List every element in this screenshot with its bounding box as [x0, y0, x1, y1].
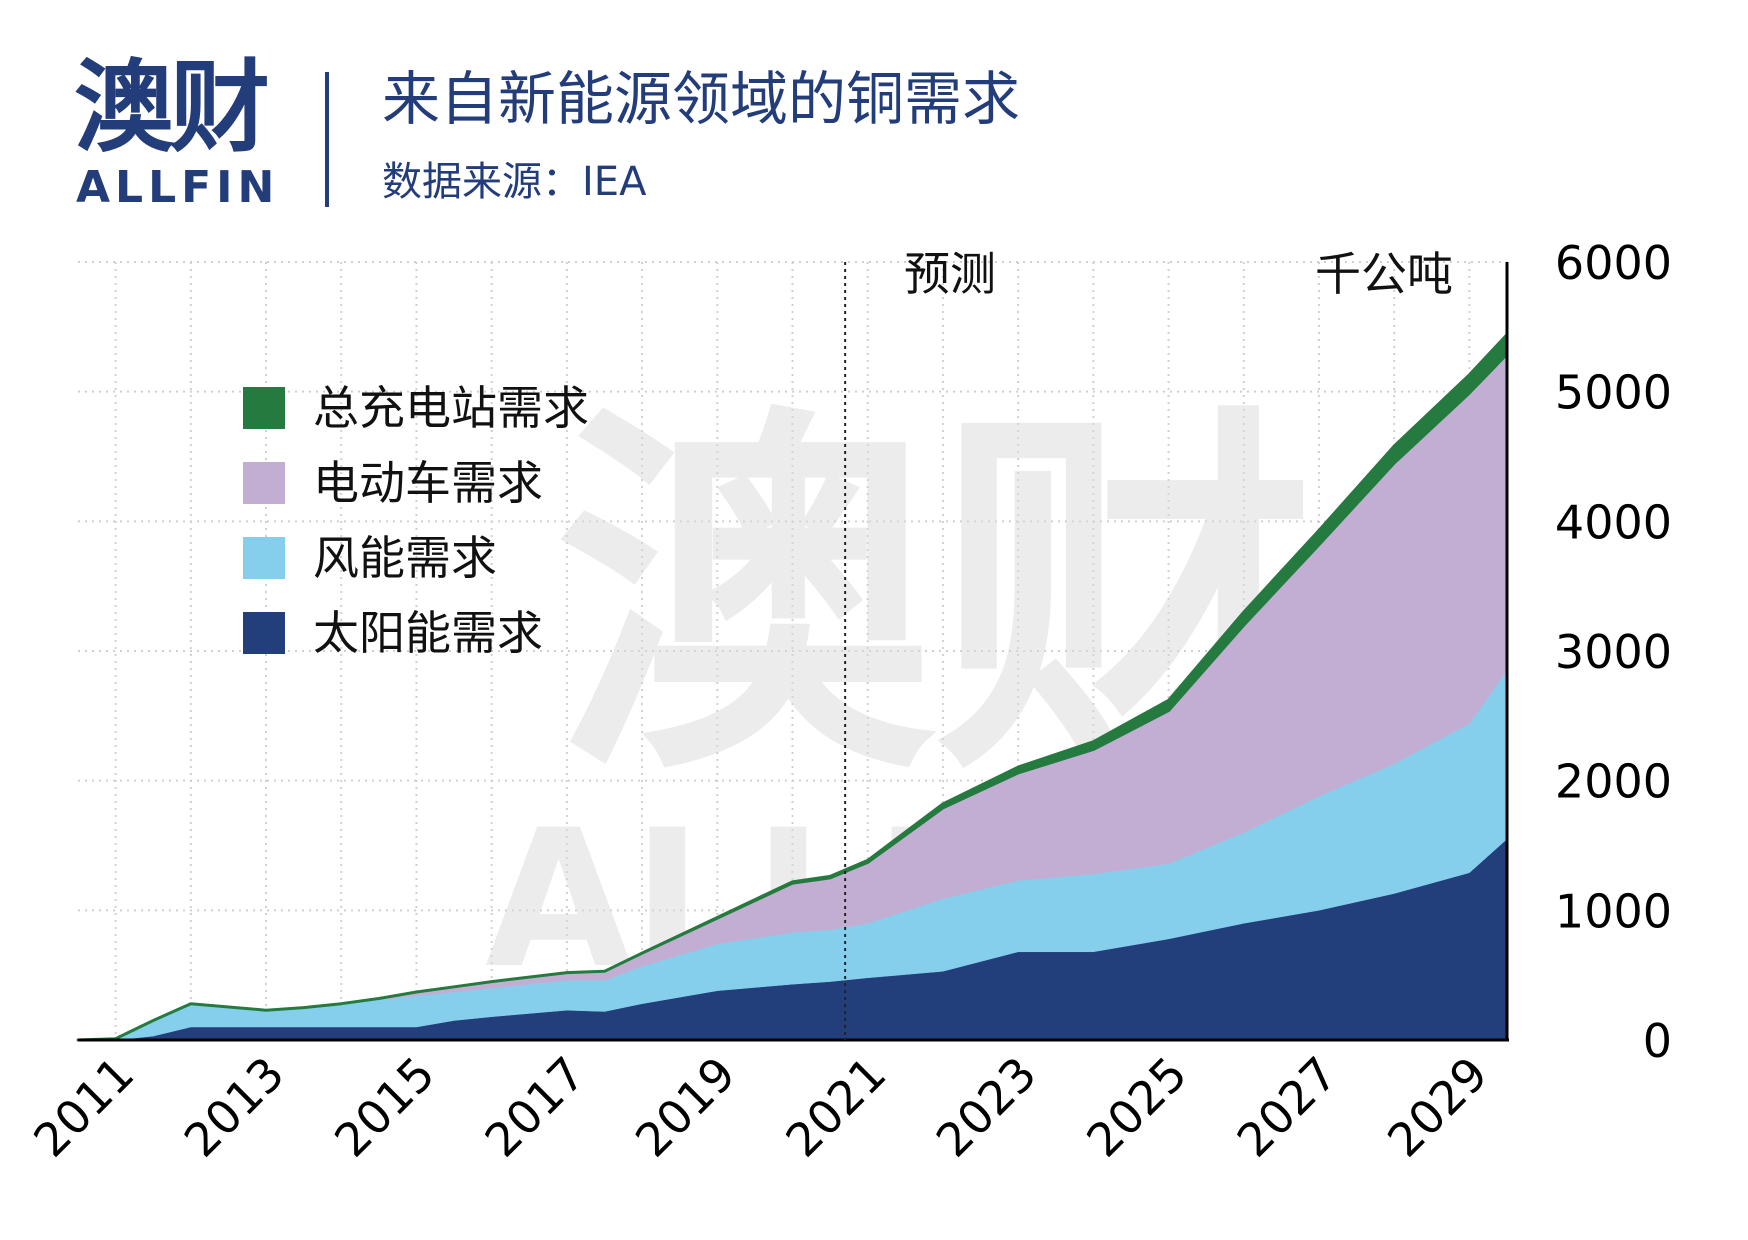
logo-en: ALLFIN: [76, 162, 280, 213]
y-tick-label: 1000: [1555, 884, 1672, 938]
x-tick-labels: 2011 2013 2015 2017 2019 2021 2023 2025 2027 2029: [23, 1046, 1498, 1167]
chart-title: 来自新能源领域的铜需求: [382, 65, 1021, 133]
y-tick-label: 0: [1643, 1014, 1672, 1068]
x-tick-label: 2013: [174, 1046, 295, 1167]
legend-label: 风能需求: [313, 531, 497, 585]
x-tick-label: 2017: [475, 1046, 596, 1167]
y-tick-label: 4000: [1555, 495, 1672, 549]
x-tick-label: 2023: [926, 1046, 1047, 1167]
legend-label: 电动车需求: [313, 456, 543, 510]
data-source: 数据来源：IEA: [382, 159, 647, 205]
x-tick-label: 2011: [23, 1046, 144, 1167]
y-tick-label: 5000: [1555, 366, 1672, 420]
x-tick-label: 2027: [1227, 1046, 1348, 1167]
header: 澳财 ALLFIN 来自新能源领域的铜需求 数据来源：IEA: [0, 0, 1748, 230]
y-tick-label: 6000: [1555, 236, 1672, 290]
legend-swatch: [243, 612, 285, 654]
x-tick-label: 2021: [775, 1046, 896, 1167]
x-tick-label: 2025: [1076, 1046, 1197, 1167]
legend-label: 总充电站需求: [313, 381, 589, 435]
header-divider: [325, 72, 329, 207]
y-tick-label: 3000: [1555, 625, 1672, 679]
unit-label: 千公吨: [1315, 247, 1453, 301]
x-tick-label: 2015: [324, 1046, 445, 1167]
legend-label: 太阳能需求: [313, 606, 543, 660]
logo-cn: 澳财: [74, 49, 270, 166]
y-tick-label: 2000: [1555, 755, 1672, 809]
legend-swatch: [243, 537, 285, 579]
y-tick-labels: 0 1000 2000 3000 4000 5000 6000: [1555, 236, 1672, 1068]
x-tick-label: 2029: [1377, 1046, 1498, 1167]
legend-swatch: [243, 387, 285, 429]
forecast-label: 预测: [904, 247, 996, 301]
legend-swatch: [243, 462, 285, 504]
x-tick-label: 2019: [625, 1046, 746, 1167]
axes: [78, 262, 1509, 1042]
